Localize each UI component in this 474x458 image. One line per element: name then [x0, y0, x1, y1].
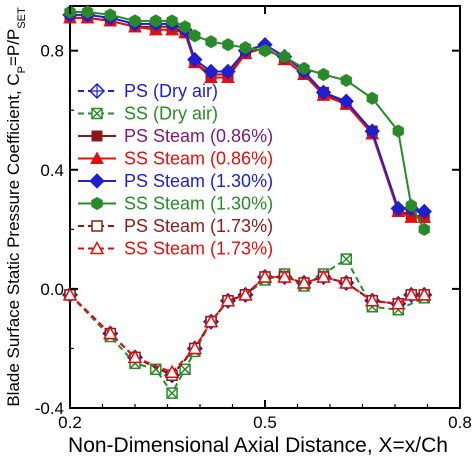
- x-tick-label: 0.8: [448, 413, 472, 432]
- series-5-point: [129, 14, 141, 28]
- legend-label: SS (Dry air): [124, 104, 218, 124]
- series-5-point: [150, 14, 162, 28]
- legend-marker: [88, 82, 106, 100]
- series-1: [64, 253, 430, 399]
- y-tick-label: 0.4: [40, 161, 64, 180]
- series-1-point: [150, 363, 162, 376]
- legend-marker: [90, 151, 104, 164]
- series-5-point: [298, 61, 310, 76]
- y-axis-title-subscript: SET: [16, 7, 28, 29]
- series-1-point: [340, 253, 352, 265]
- legend-label: SS Steam (1.30%): [124, 194, 273, 214]
- legend-item: PS Steam (1.30%): [78, 171, 273, 191]
- series-7-point: [390, 296, 406, 310]
- series-5-point: [104, 8, 116, 22]
- series-7-point: [103, 325, 118, 340]
- series-6: [64, 271, 430, 381]
- series-7-point: [338, 275, 354, 289]
- series-7-point: [164, 364, 180, 379]
- legend-item: SS (Dry air): [78, 104, 218, 124]
- series-5-point: [340, 73, 352, 87]
- series-5: [64, 5, 430, 236]
- legend-item: PS (Dry air): [78, 81, 218, 101]
- series-7-point: [416, 287, 432, 301]
- legend-item: PS Steam (0.86%): [78, 126, 273, 146]
- series-7: [62, 269, 432, 379]
- legend-marker: [91, 196, 103, 211]
- series-4-point: [203, 63, 219, 80]
- series-0: [61, 268, 433, 384]
- y-axis-title-part: Blade Surface Static Pressure Coefficien…: [4, 73, 23, 406]
- series-4-point: [315, 84, 332, 101]
- series-7-point: [220, 293, 236, 307]
- legend-marker: [89, 240, 105, 255]
- series-7-point: [127, 349, 143, 364]
- y-tick-label: 0.0: [40, 280, 64, 299]
- series-5-point: [179, 20, 191, 34]
- series-7-point: [257, 269, 273, 283]
- series-1-line: [69, 257, 425, 396]
- legend-item: PS Steam (1.73%): [78, 216, 273, 236]
- series-4-point: [338, 93, 354, 109]
- series-7-point: [403, 287, 419, 301]
- y-axis-title-part: =P/P: [4, 29, 23, 66]
- series-4-point: [364, 123, 380, 139]
- series-5-point: [405, 198, 417, 213]
- series-7-point: [62, 287, 78, 301]
- series-1-point: [179, 363, 191, 376]
- y-axis-title: Blade Surface Static Pressure Coefficien…: [4, 7, 28, 407]
- x-tick-label: 0.5: [253, 413, 277, 432]
- series-5-point: [259, 44, 271, 58]
- series-5-point: [317, 67, 330, 82]
- legend-marker: [91, 107, 103, 120]
- legend-item: SS Steam (0.86%): [78, 149, 273, 169]
- legend-item: SS Steam (1.73%): [78, 239, 273, 259]
- series-1-point: [166, 387, 178, 399]
- series-7-line: [69, 275, 425, 374]
- series-4-point: [187, 51, 203, 68]
- series-7-point: [316, 269, 331, 283]
- legend-marker: [91, 220, 103, 232]
- legend-marker: [89, 173, 105, 189]
- series-5-point: [205, 35, 217, 49]
- series-7-point: [203, 314, 219, 328]
- y-tick-label: -0.4: [35, 399, 64, 418]
- series-5-point: [278, 50, 291, 64]
- series-7-point: [187, 340, 203, 355]
- series-4-point: [220, 63, 236, 80]
- series-7-point: [364, 293, 380, 307]
- series-5-point: [81, 5, 94, 19]
- legend-label: PS (Dry air): [124, 81, 218, 101]
- series-5-point: [222, 38, 234, 52]
- series-7-point: [277, 269, 292, 283]
- series-5-point: [166, 14, 178, 28]
- series-7-point: [238, 287, 253, 301]
- legend-label: SS Steam (1.73%): [124, 239, 273, 259]
- legend-item: SS Steam (1.30%): [78, 194, 273, 214]
- series-5-point: [366, 91, 378, 105]
- legend-label: PS Steam (1.73%): [124, 216, 273, 236]
- y-tick-label: 0.8: [40, 42, 64, 61]
- legend-label: SS Steam (0.86%): [124, 149, 273, 169]
- series-3-point: [404, 210, 419, 223]
- legend-label: PS Steam (1.30%): [124, 171, 273, 191]
- series-4-point: [390, 200, 406, 217]
- series-5-point: [189, 29, 201, 43]
- legend-label: PS Steam (0.86%): [124, 126, 273, 146]
- series-7-point: [296, 275, 312, 289]
- series-4-point: [416, 203, 432, 220]
- x-tick-label: 0.2: [58, 413, 82, 432]
- legend-marker: [91, 130, 103, 142]
- x-axis-title: Non-Dimensional Axial Distance, X=x/Ch: [68, 434, 448, 457]
- series-5-point: [418, 222, 430, 236]
- y-axis-title-subscript: P: [16, 66, 28, 73]
- series-5-point: [392, 124, 404, 138]
- series-5-point: [239, 41, 252, 55]
